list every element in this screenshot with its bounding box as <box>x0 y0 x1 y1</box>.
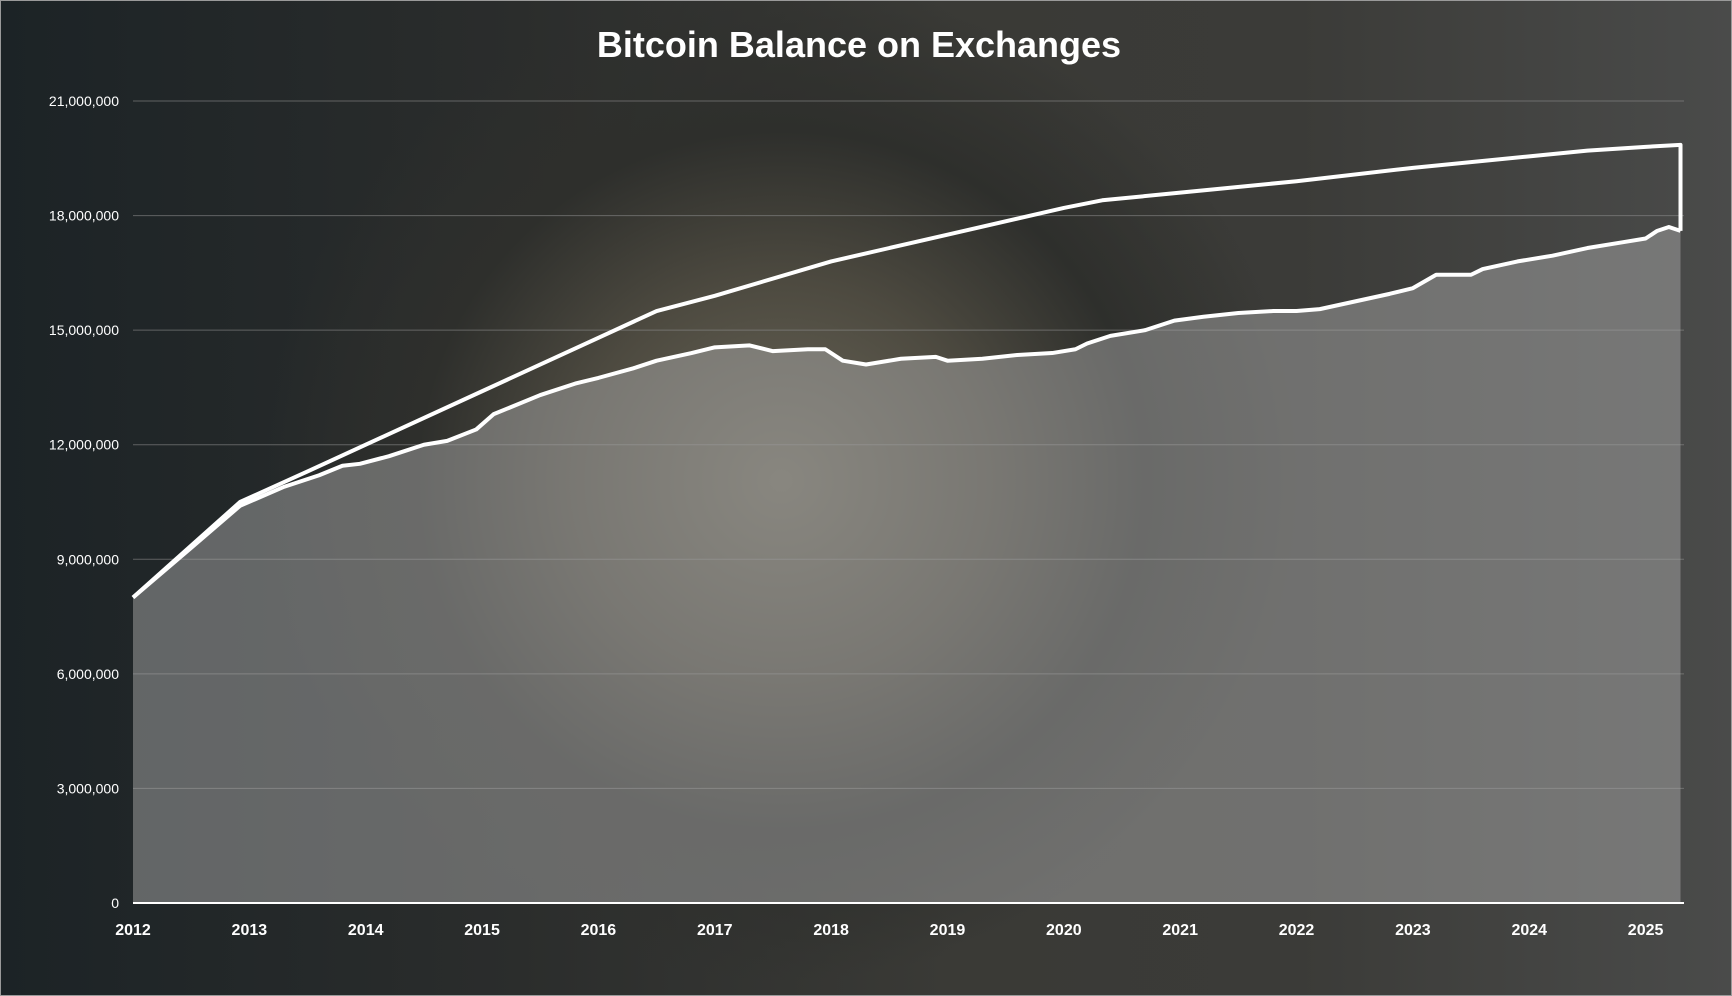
x-tick-label: 2018 <box>813 922 849 939</box>
x-tick-label: 2023 <box>1395 922 1431 939</box>
y-tick-label: 18,000,000 <box>49 208 119 224</box>
series-line <box>131 142 1683 599</box>
x-tick-label: 2013 <box>232 922 268 939</box>
y-tick-label: 3,000,000 <box>57 780 119 796</box>
y-tick-label: 12,000,000 <box>49 437 119 453</box>
series-area-layer <box>133 227 1681 903</box>
x-tick-label: 2015 <box>464 922 500 939</box>
y-axis-ticks: 0 3,000,000 6,000,000 9,000,000 12,000,000 15… <box>49 93 119 911</box>
x-tick-label: 2016 <box>581 922 617 939</box>
series-area-fill <box>133 227 1681 903</box>
x-tick-label: 2024 <box>1511 922 1547 939</box>
x-tick-label: 2019 <box>930 922 966 939</box>
x-tick-label: 2020 <box>1046 922 1082 939</box>
y-tick-label: 0 <box>111 895 119 911</box>
x-tick-label: 2025 <box>1628 922 1664 939</box>
chart-title: Bitcoin Balance on Exchanges <box>597 24 1121 65</box>
y-tick-label: 9,000,000 <box>57 551 119 567</box>
y-tick-label: 15,000,000 <box>49 322 119 338</box>
x-tick-label: 2017 <box>697 922 733 939</box>
x-tick-label: 2012 <box>115 922 151 939</box>
series-line-layer <box>131 142 1683 599</box>
y-tick-label: 6,000,000 <box>57 666 119 682</box>
x-axis-ticks: 2012 2013 2014 2015 2016 2017 2018 2019 2020 2021… <box>115 922 1663 939</box>
x-tick-label: 2021 <box>1162 922 1198 939</box>
series-area-outline <box>131 225 1682 599</box>
y-tick-label: 21,000,000 <box>49 93 119 109</box>
x-tick-label: 2014 <box>348 922 384 939</box>
x-tick-label: 2022 <box>1279 922 1315 939</box>
